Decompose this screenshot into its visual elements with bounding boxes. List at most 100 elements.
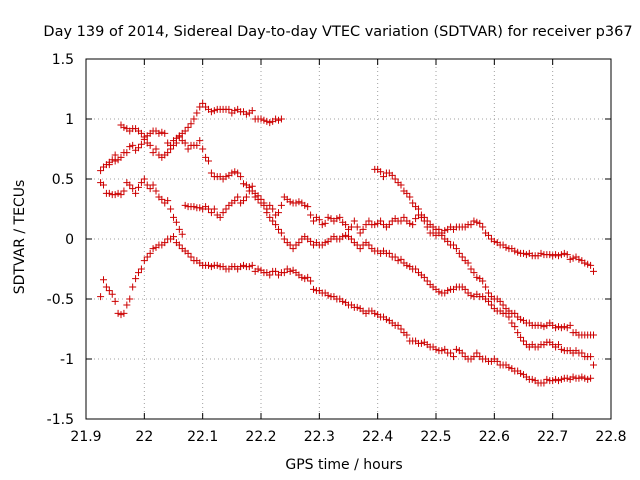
data-point-trace-2 (552, 251, 560, 259)
data-point-trace-1 (111, 151, 119, 159)
data-point-trace-1 (207, 108, 215, 116)
data-point-trace-3 (458, 349, 466, 357)
data-point-trace-2 (114, 189, 122, 197)
data-point-trace-3 (403, 331, 411, 339)
data-point-trace-1 (161, 129, 169, 137)
data-point-trace-3 (417, 339, 425, 347)
y-tick-label: 1.5 (52, 52, 74, 68)
data-point-trace-1 (97, 167, 105, 175)
data-point-trace-4 (289, 245, 297, 253)
data-point-trace-4 (412, 265, 420, 273)
data-point-trace-2 (222, 205, 230, 213)
data-point-trace-5 (560, 323, 568, 331)
data-point-trace-2 (377, 217, 385, 225)
data-point-trace-4 (403, 261, 411, 269)
data-point-trace-2 (353, 223, 361, 231)
data-point-trace-1 (129, 141, 137, 149)
data-point-trace-3 (493, 357, 501, 365)
data-point-trace-5 (452, 245, 460, 253)
data-point-trace-1 (257, 115, 265, 123)
data-point-trace-3 (129, 283, 137, 291)
data-point-trace-2 (441, 227, 449, 235)
data-point-trace-3 (114, 309, 122, 317)
data-point-trace-4 (111, 157, 119, 165)
x-tick-label: 22.4 (362, 429, 393, 445)
data-point-trace-3 (272, 267, 280, 275)
data-point-trace-4 (277, 229, 285, 237)
data-point-trace-4 (146, 141, 154, 149)
data-point-trace-5 (444, 237, 452, 245)
data-point-trace-2 (560, 249, 568, 257)
data-point-trace-2 (240, 197, 247, 205)
data-point-trace-1 (117, 153, 125, 161)
data-point-trace-4 (365, 241, 373, 249)
data-point-trace-3 (584, 375, 592, 383)
data-point-trace-1 (137, 140, 145, 148)
data-point-trace-3 (552, 375, 560, 383)
data-point-trace-4 (520, 337, 527, 345)
data-point-trace-2 (590, 267, 597, 275)
data-point-trace-3 (175, 241, 183, 249)
data-point-trace-2 (100, 181, 107, 189)
data-point-trace-3 (132, 275, 140, 283)
data-point-trace-5 (380, 173, 387, 181)
data-point-trace-2 (207, 209, 215, 217)
data-point-trace-2 (105, 189, 113, 197)
data-point-trace-4 (514, 329, 522, 337)
data-point-trace-3 (97, 293, 105, 301)
data-point-trace-5 (458, 253, 466, 261)
data-point-trace-4 (167, 145, 175, 153)
x-tick-label: 21.9 (70, 429, 101, 445)
data-point-trace-5 (450, 241, 457, 249)
data-point-trace-4 (205, 157, 212, 165)
data-point-trace-5 (406, 193, 414, 201)
data-point-trace-3 (450, 353, 457, 361)
data-point-trace-3 (557, 375, 565, 383)
data-point-trace-2 (318, 221, 326, 229)
data-point-trace-3 (397, 325, 405, 333)
data-point-trace-4 (307, 237, 315, 245)
data-point-trace-4 (193, 141, 201, 149)
data-point-trace-2 (219, 209, 227, 217)
data-point-trace-3 (555, 377, 562, 385)
x-tick-label: 22.7 (537, 429, 568, 445)
data-point-trace-4 (263, 209, 271, 217)
data-point-trace-2 (365, 217, 373, 225)
data-point-trace-1 (277, 115, 285, 123)
data-point-trace-4 (266, 213, 274, 221)
data-point-trace-4 (420, 273, 428, 281)
data-point-trace-3 (245, 263, 253, 271)
data-point-trace-2 (400, 213, 408, 221)
data-point-trace-4 (557, 345, 565, 353)
axis-ticks (85, 58, 612, 420)
data-point-trace-5 (566, 321, 574, 329)
data-point-trace-3 (170, 233, 177, 241)
data-point-trace-3 (280, 269, 288, 277)
data-point-trace-2 (555, 252, 562, 260)
data-point-trace-4 (175, 133, 183, 141)
data-point-trace-1 (158, 128, 166, 136)
data-point-trace-4 (295, 239, 303, 247)
data-point-trace-1 (199, 99, 207, 107)
data-point-trace-4 (222, 173, 230, 181)
data-point-trace-3 (298, 273, 306, 281)
data-point-trace-2 (301, 201, 309, 209)
data-point-trace-3 (108, 290, 116, 298)
data-point-trace-3 (240, 261, 247, 269)
data-point-trace-3 (120, 309, 128, 317)
data-point-trace-4 (237, 173, 245, 181)
data-point-trace-3 (353, 303, 361, 311)
data-point-trace-3 (126, 295, 134, 303)
data-point-trace-3 (563, 374, 571, 382)
data-point-trace-3 (213, 261, 221, 269)
data-point-trace-3 (146, 249, 154, 257)
data-point-trace-3 (105, 287, 113, 295)
data-point-trace-2 (476, 219, 484, 227)
data-point-trace-2 (356, 229, 364, 237)
data-point-trace-3 (371, 309, 379, 317)
data-point-trace-5 (455, 249, 463, 257)
data-point-trace-5 (473, 273, 481, 281)
data-point-trace-4 (254, 195, 262, 203)
data-point-trace-2 (234, 193, 242, 201)
